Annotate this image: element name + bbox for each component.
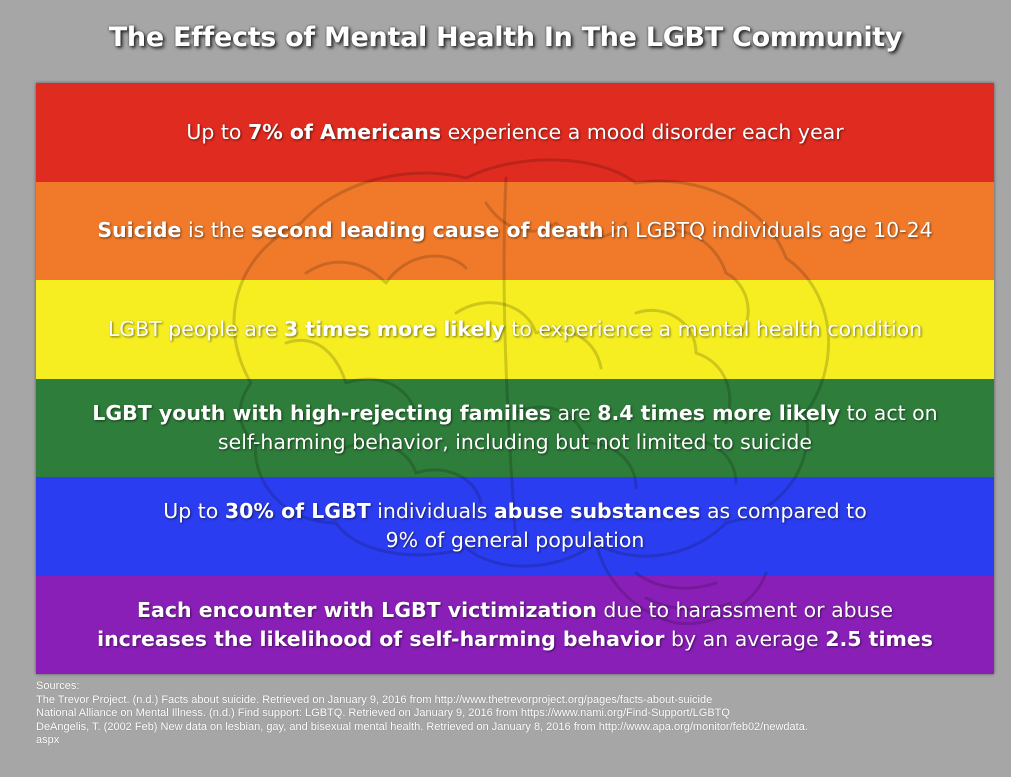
page-title: The Effects of Mental Health In The LGBT… (108, 22, 903, 53)
emphasis-text: 30% of LGBT (224, 499, 371, 524)
band-purple (36, 575, 994, 674)
band-text: Up to 7% of Americans experience a mood … (36, 83, 994, 182)
statement-line: self-harming behavior, including but not… (92, 428, 937, 457)
emphasis-text: 7% of Americans (247, 119, 442, 144)
statement-line: Up to 30% of LGBT individuals abuse subs… (163, 497, 867, 526)
emphasis-text: 3 times more likely (283, 316, 505, 341)
statement-line: LGBT youth with high-rejecting families … (92, 399, 937, 428)
statement-text: LGBT people are (107, 316, 284, 341)
source-item: aspx (36, 734, 60, 747)
band-red (36, 83, 994, 182)
band-text: Each encounter with LGBT victimization d… (36, 576, 994, 675)
statement-line: 9% of general population (163, 526, 867, 555)
band-statement: LGBT youth with high-rejecting families … (92, 399, 937, 457)
statement-line: Up to 7% of Americans experience a mood … (186, 118, 843, 147)
statement-text: Up to (186, 119, 248, 144)
statement-text: 9% of general population (385, 528, 645, 553)
emphasis-text: 8.4 times more likely (597, 400, 841, 425)
rainbow-flag: Up to 7% of Americans experience a mood … (36, 83, 994, 674)
emphasis-text: 2.5 times (825, 626, 933, 651)
emphasis-text: Suicide (97, 218, 182, 243)
statement-text: self-harming behavior, including but not… (217, 429, 813, 454)
statement-line: Each encounter with LGBT victimization d… (97, 596, 933, 625)
band-text: Up to 30% of LGBT individuals abuse subs… (36, 477, 994, 576)
band-text: LGBT people are 3 times more likely to e… (36, 280, 994, 379)
band-yellow (36, 280, 994, 379)
band-text-layer: Up to 7% of Americans experience a mood … (36, 83, 994, 674)
source-item: DeAngelis, T. (2002 Feb) New data on les… (36, 720, 808, 733)
band-text: Suicide is the second leading cause of d… (36, 182, 994, 281)
statement-text: are (551, 400, 598, 425)
statement-text: Up to (163, 499, 225, 524)
sources-block: Sources: The Trevor Project. (n.d.) Fact… (36, 680, 996, 748)
band-statement: Up to 30% of LGBT individuals abuse subs… (163, 497, 867, 555)
sources-heading: Sources: (36, 680, 80, 692)
statement-text: to experience a mental health condition (504, 316, 923, 341)
band-text: LGBT youth with high-rejecting families … (36, 379, 994, 478)
statement-text: as compared to (700, 499, 867, 524)
source-item: National Alliance on Mental Illness. (n.… (36, 707, 730, 720)
band-statement: LGBT people are 3 times more likely to e… (108, 315, 922, 344)
statement-text: experience a mood disorder each year (441, 119, 844, 144)
statement-line: LGBT people are 3 times more likely to e… (108, 315, 922, 344)
band-statement: Each encounter with LGBT victimization d… (97, 596, 933, 654)
statement-text: by an average (664, 626, 826, 651)
statement-line: Suicide is the second leading cause of d… (97, 216, 932, 245)
statement-text: individuals (370, 499, 494, 524)
emphasis-text: increases the likelihood of self-harming… (97, 626, 665, 651)
band-green (36, 378, 994, 477)
emphasis-text: abuse substances (493, 499, 701, 524)
statement-text: to act on (840, 400, 938, 425)
band-orange (36, 181, 994, 280)
statement-text: is the (181, 218, 252, 243)
emphasis-text: second leading cause of death (251, 218, 604, 243)
statement-text: due to harassment or abuse (596, 597, 893, 622)
band-statement: Suicide is the second leading cause of d… (97, 216, 932, 245)
statement-text: in LGBTQ individuals age 10-24 (603, 218, 933, 243)
band-blue (36, 477, 994, 576)
band-statement: Up to 7% of Americans experience a mood … (186, 118, 843, 147)
emphasis-text: Each encounter with LGBT victimization (137, 597, 597, 622)
source-item: The Trevor Project. (n.d.) Facts about s… (36, 693, 713, 706)
statement-line: increases the likelihood of self-harming… (97, 625, 933, 654)
emphasis-text: LGBT youth with high-rejecting families (92, 400, 552, 425)
